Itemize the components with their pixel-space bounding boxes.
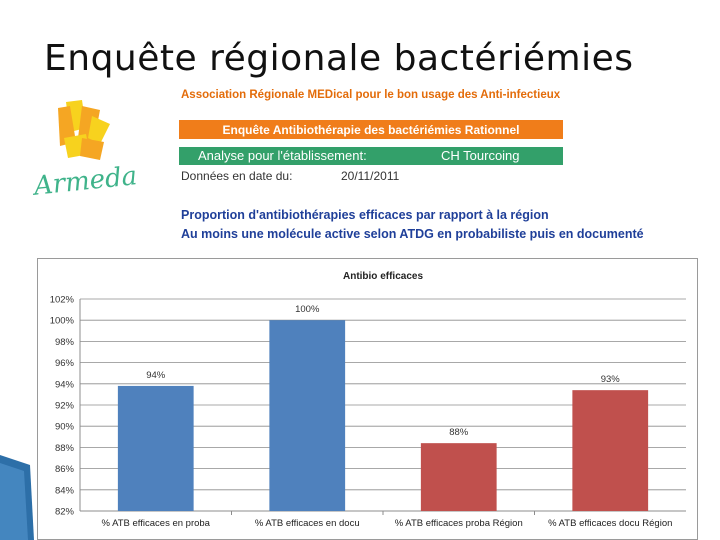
bar — [269, 320, 346, 511]
bar — [117, 385, 194, 511]
y-tick-label: 86% — [55, 464, 75, 475]
data-label: 88% — [449, 427, 469, 438]
bar — [420, 443, 497, 511]
corner-decoration — [0, 455, 34, 540]
date-value: 20/11/2011 — [341, 169, 400, 183]
armeda-logo: Armeda — [31, 100, 139, 198]
y-tick-label: 102% — [50, 295, 75, 306]
y-tick-label: 84% — [55, 485, 75, 496]
subtitle-line-1: Proportion d'antibiothérapies efficaces … — [181, 208, 549, 222]
y-tick-label: 96% — [55, 358, 75, 369]
y-tick-label: 94% — [55, 379, 75, 390]
slide-title: Enquête régionale bactériémies — [44, 38, 634, 79]
y-tick-label: 88% — [55, 443, 75, 454]
y-tick-label: 82% — [55, 507, 75, 518]
y-tick-label: 98% — [55, 337, 75, 348]
data-label: 100% — [295, 304, 320, 315]
analysis-banner: Analyse pour l'établissement: CH Tourcoi… — [179, 147, 563, 165]
chart-subtitle: Proportion d'antibiothérapies efficaces … — [181, 206, 644, 244]
analysis-label: Analyse pour l'établissement: — [198, 148, 367, 163]
org-name: Association Régionale MEDical pour le bo… — [181, 89, 561, 101]
survey-banner-text: Enquête Antibiothérapie des bactériémies… — [222, 122, 520, 137]
data-label: 94% — [146, 370, 166, 381]
x-tick-label: % ATB efficaces en docu — [255, 518, 360, 529]
x-tick-label: % ATB efficaces docu Région — [548, 518, 672, 529]
date-label: Données en date du: — [181, 169, 293, 183]
y-tick-label: 90% — [55, 422, 75, 433]
date-row: Données en date du: 20/11/2011 — [181, 169, 399, 183]
bar-chart: Antibio efficaces 82% 84% 86% 88% 90% 92% 94% 96… — [50, 271, 686, 529]
chart-frame: Antibio efficaces 82% 84% 86% 88% 90% 92% 94% 96… — [37, 258, 698, 540]
data-label: 93% — [601, 374, 621, 385]
establishment-name: CH Tourcoing — [441, 148, 520, 163]
y-tick-label: 100% — [50, 316, 75, 327]
chart-title: Antibio efficaces — [343, 271, 423, 282]
logo-mark — [58, 100, 110, 160]
x-tick-label: % ATB efficaces proba Région — [395, 518, 523, 529]
y-tick-label: 92% — [55, 401, 75, 412]
x-tick-label: % ATB efficaces en proba — [102, 518, 211, 529]
logo-text: Armeda — [31, 161, 139, 198]
subtitle-line-2: Au moins une molécule active selon ATDG … — [181, 227, 644, 241]
bar — [572, 390, 649, 511]
survey-banner: Enquête Antibiothérapie des bactériémies… — [179, 120, 563, 139]
